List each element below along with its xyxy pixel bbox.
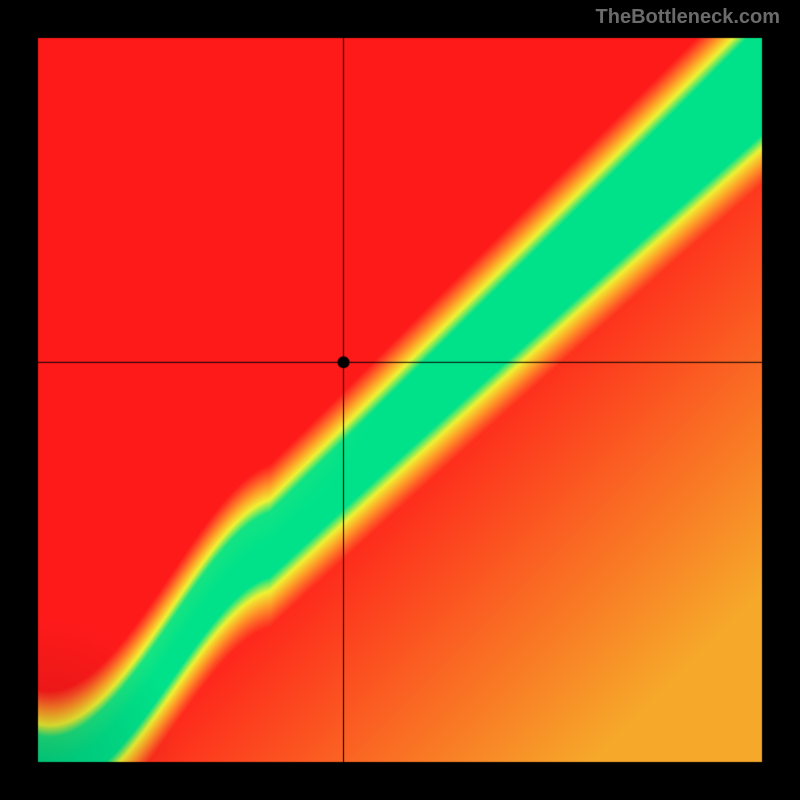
chart-container: TheBottleneck.com [0,0,800,800]
watermark-text: TheBottleneck.com [596,6,780,29]
bottleneck-heatmap [0,0,800,800]
